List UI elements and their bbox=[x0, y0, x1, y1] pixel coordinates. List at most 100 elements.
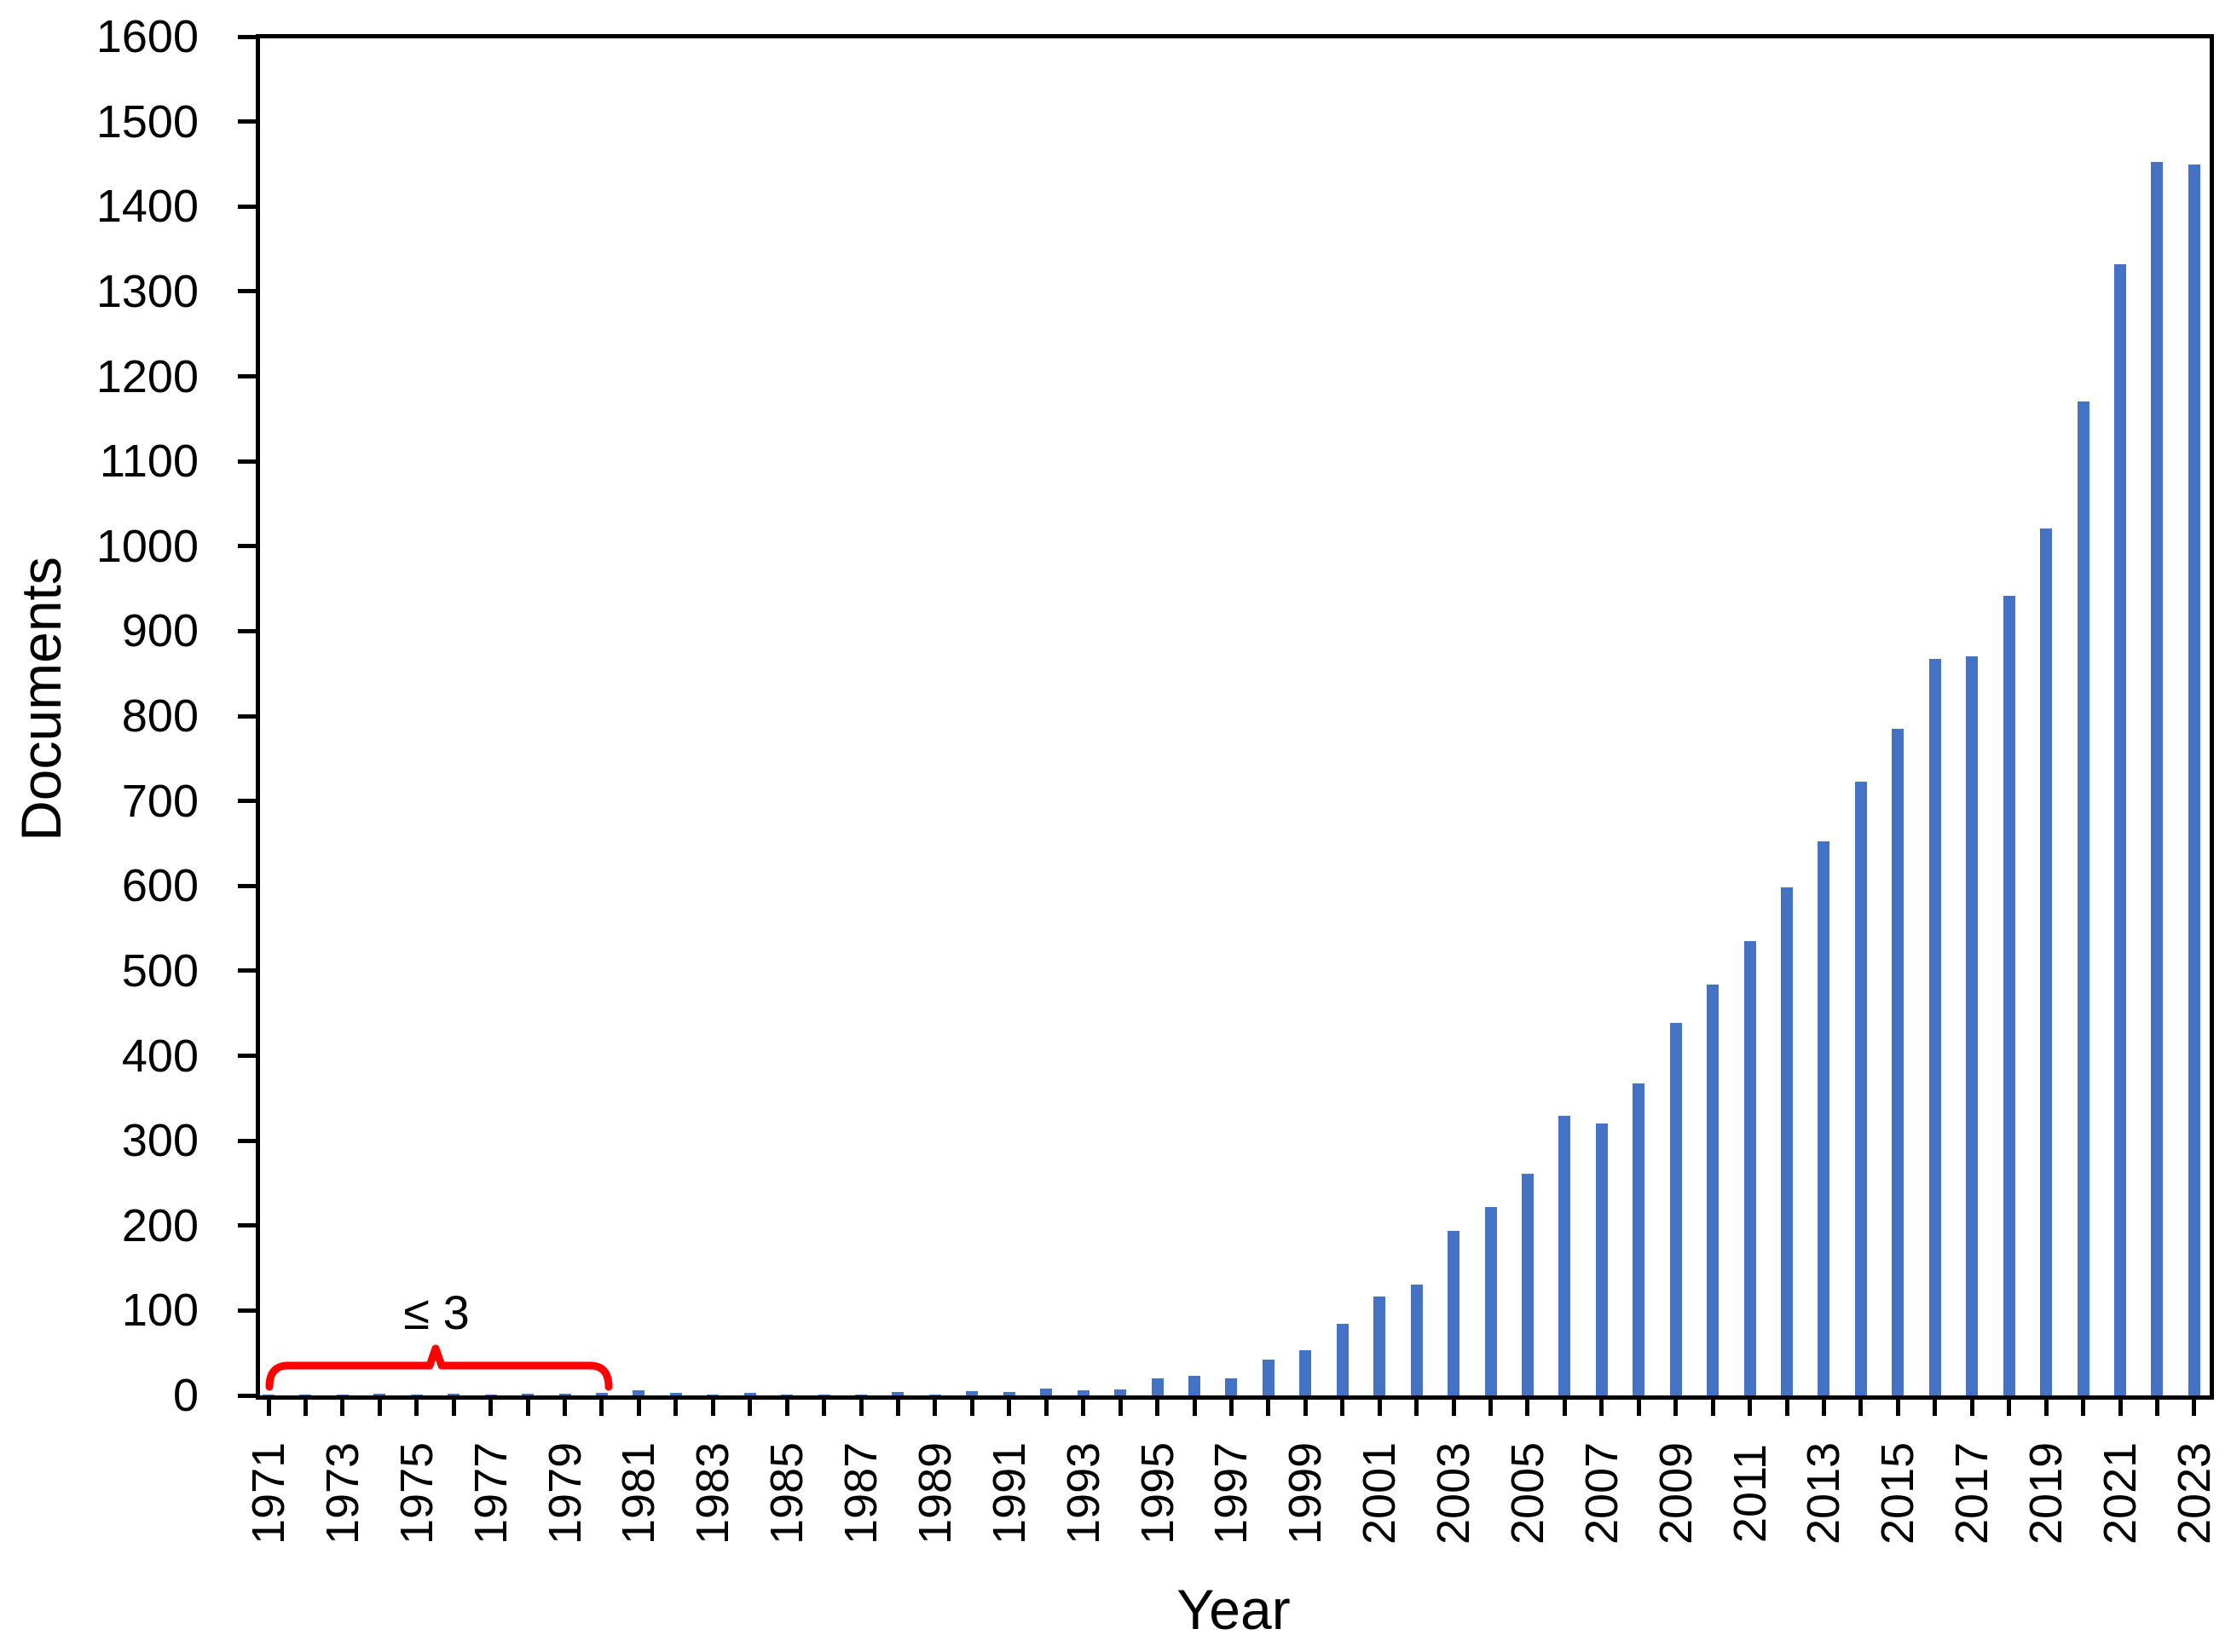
x-tick-1997 bbox=[1228, 1398, 1234, 1416]
x-tick-1994 bbox=[1118, 1398, 1123, 1416]
y-tick-label-100: 100 bbox=[121, 1285, 199, 1337]
bar-2007 bbox=[1595, 1123, 1608, 1395]
bar-2022 bbox=[2151, 162, 2164, 1395]
y-tick-300 bbox=[238, 1138, 258, 1143]
x-tick-1991 bbox=[1007, 1398, 1012, 1416]
y-tick-200 bbox=[238, 1223, 258, 1228]
x-tick-label-1983: 1983 bbox=[687, 1441, 739, 1545]
bar-2013 bbox=[1818, 841, 1830, 1395]
x-tick-1987 bbox=[858, 1398, 864, 1416]
x-tick-label-1999: 1999 bbox=[1280, 1441, 1332, 1545]
y-tick-1100 bbox=[238, 459, 258, 464]
bar-1994 bbox=[1114, 1389, 1127, 1395]
bar-1982 bbox=[669, 1393, 682, 1395]
x-tick-1996 bbox=[1192, 1398, 1197, 1416]
bar-2010 bbox=[1707, 985, 1719, 1395]
bar-2011 bbox=[1743, 941, 1756, 1395]
x-tick-1975 bbox=[414, 1398, 419, 1416]
x-tick-label-1973: 1973 bbox=[316, 1441, 368, 1545]
x-tick-1988 bbox=[895, 1398, 900, 1416]
x-tick-label-1977: 1977 bbox=[465, 1441, 517, 1545]
x-tick-1974 bbox=[377, 1398, 382, 1416]
y-tick-label-1500: 1500 bbox=[95, 95, 199, 147]
x-tick-label-2015: 2015 bbox=[1872, 1441, 1924, 1545]
x-tick-label-2009: 2009 bbox=[1650, 1441, 1702, 1545]
bar-1997 bbox=[1225, 1378, 1238, 1395]
x-tick-2023 bbox=[2192, 1398, 2197, 1416]
y-tick-label-400: 400 bbox=[121, 1030, 199, 1082]
x-tick-1982 bbox=[673, 1398, 679, 1416]
bar-2006 bbox=[1558, 1116, 1571, 1395]
x-tick-2014 bbox=[1858, 1398, 1864, 1416]
bar-1979 bbox=[558, 1394, 571, 1395]
x-tick-2003 bbox=[1451, 1398, 1456, 1416]
x-tick-label-2017: 2017 bbox=[1946, 1441, 1998, 1545]
bar-1978 bbox=[522, 1394, 535, 1395]
bar-2015 bbox=[1892, 729, 1904, 1395]
x-tick-1980 bbox=[599, 1398, 604, 1416]
bar-1995 bbox=[1151, 1378, 1164, 1395]
x-tick-label-2019: 2019 bbox=[2020, 1441, 2072, 1545]
y-tick-label-900: 900 bbox=[121, 605, 199, 657]
x-tick-1990 bbox=[969, 1398, 974, 1416]
y-tick-label-1600: 1600 bbox=[95, 11, 199, 62]
x-tick-1995 bbox=[1155, 1398, 1160, 1416]
x-tick-1978 bbox=[525, 1398, 530, 1416]
x-tick-label-1971: 1971 bbox=[243, 1441, 294, 1545]
y-tick-label-0: 0 bbox=[172, 1370, 199, 1421]
y-tick-label-200: 200 bbox=[121, 1199, 199, 1251]
y-tick-label-1300: 1300 bbox=[95, 265, 199, 317]
y-tick-500 bbox=[238, 968, 258, 973]
x-tick-2015 bbox=[1895, 1398, 1900, 1416]
bar-1991 bbox=[1003, 1392, 1015, 1395]
y-tick-800 bbox=[238, 713, 258, 719]
x-tick-2007 bbox=[1599, 1398, 1604, 1416]
y-tick-1400 bbox=[238, 204, 258, 209]
bar-1993 bbox=[1077, 1390, 1089, 1395]
bar-1984 bbox=[743, 1393, 756, 1395]
y-tick-1500 bbox=[238, 119, 258, 124]
x-tick-2017 bbox=[1969, 1398, 1974, 1416]
x-tick-1999 bbox=[1303, 1398, 1308, 1416]
bar-2021 bbox=[2114, 264, 2126, 1395]
x-tick-label-2023: 2023 bbox=[2168, 1441, 2220, 1545]
bar-2018 bbox=[2003, 596, 2015, 1395]
bar-1980 bbox=[595, 1393, 608, 1395]
bar-1976 bbox=[448, 1394, 460, 1395]
x-tick-2016 bbox=[1933, 1398, 1938, 1416]
bar-2016 bbox=[1928, 659, 1941, 1395]
bar-1992 bbox=[1040, 1389, 1053, 1395]
y-tick-label-800: 800 bbox=[121, 690, 199, 742]
x-tick-1983 bbox=[710, 1398, 715, 1416]
x-tick-1984 bbox=[748, 1398, 753, 1416]
x-tick-1971 bbox=[266, 1398, 271, 1416]
x-tick-label-2005: 2005 bbox=[1501, 1441, 1553, 1545]
x-tick-2002 bbox=[1414, 1398, 1419, 1416]
y-tick-1000 bbox=[238, 544, 258, 549]
y-tick-label-1000: 1000 bbox=[95, 520, 199, 572]
x-tick-2001 bbox=[1377, 1398, 1382, 1416]
x-tick-label-1989: 1989 bbox=[909, 1441, 961, 1545]
x-tick-label-1985: 1985 bbox=[761, 1441, 813, 1545]
x-tick-label-1997: 1997 bbox=[1205, 1441, 1257, 1545]
x-tick-label-1979: 1979 bbox=[539, 1441, 591, 1545]
x-tick-2022 bbox=[2154, 1398, 2159, 1416]
x-tick-1981 bbox=[636, 1398, 641, 1416]
y-tick-0 bbox=[238, 1393, 258, 1398]
y-tick-label-600: 600 bbox=[121, 860, 199, 912]
x-tick-2013 bbox=[1821, 1398, 1826, 1416]
x-tick-2000 bbox=[1340, 1398, 1345, 1416]
bar-2019 bbox=[2040, 529, 2053, 1395]
x-tick-label-2007: 2007 bbox=[1575, 1441, 1627, 1545]
x-tick-label-1993: 1993 bbox=[1057, 1441, 1109, 1545]
bar-2017 bbox=[1966, 656, 1979, 1395]
bar-2000 bbox=[1336, 1324, 1349, 1395]
y-tick-100 bbox=[238, 1308, 258, 1313]
bar-2004 bbox=[1484, 1207, 1497, 1395]
bar-1999 bbox=[1299, 1350, 1312, 1395]
x-tick-2005 bbox=[1525, 1398, 1530, 1416]
y-tick-label-1200: 1200 bbox=[95, 350, 199, 402]
x-tick-1977 bbox=[488, 1398, 494, 1416]
x-tick-2006 bbox=[1562, 1398, 1567, 1416]
